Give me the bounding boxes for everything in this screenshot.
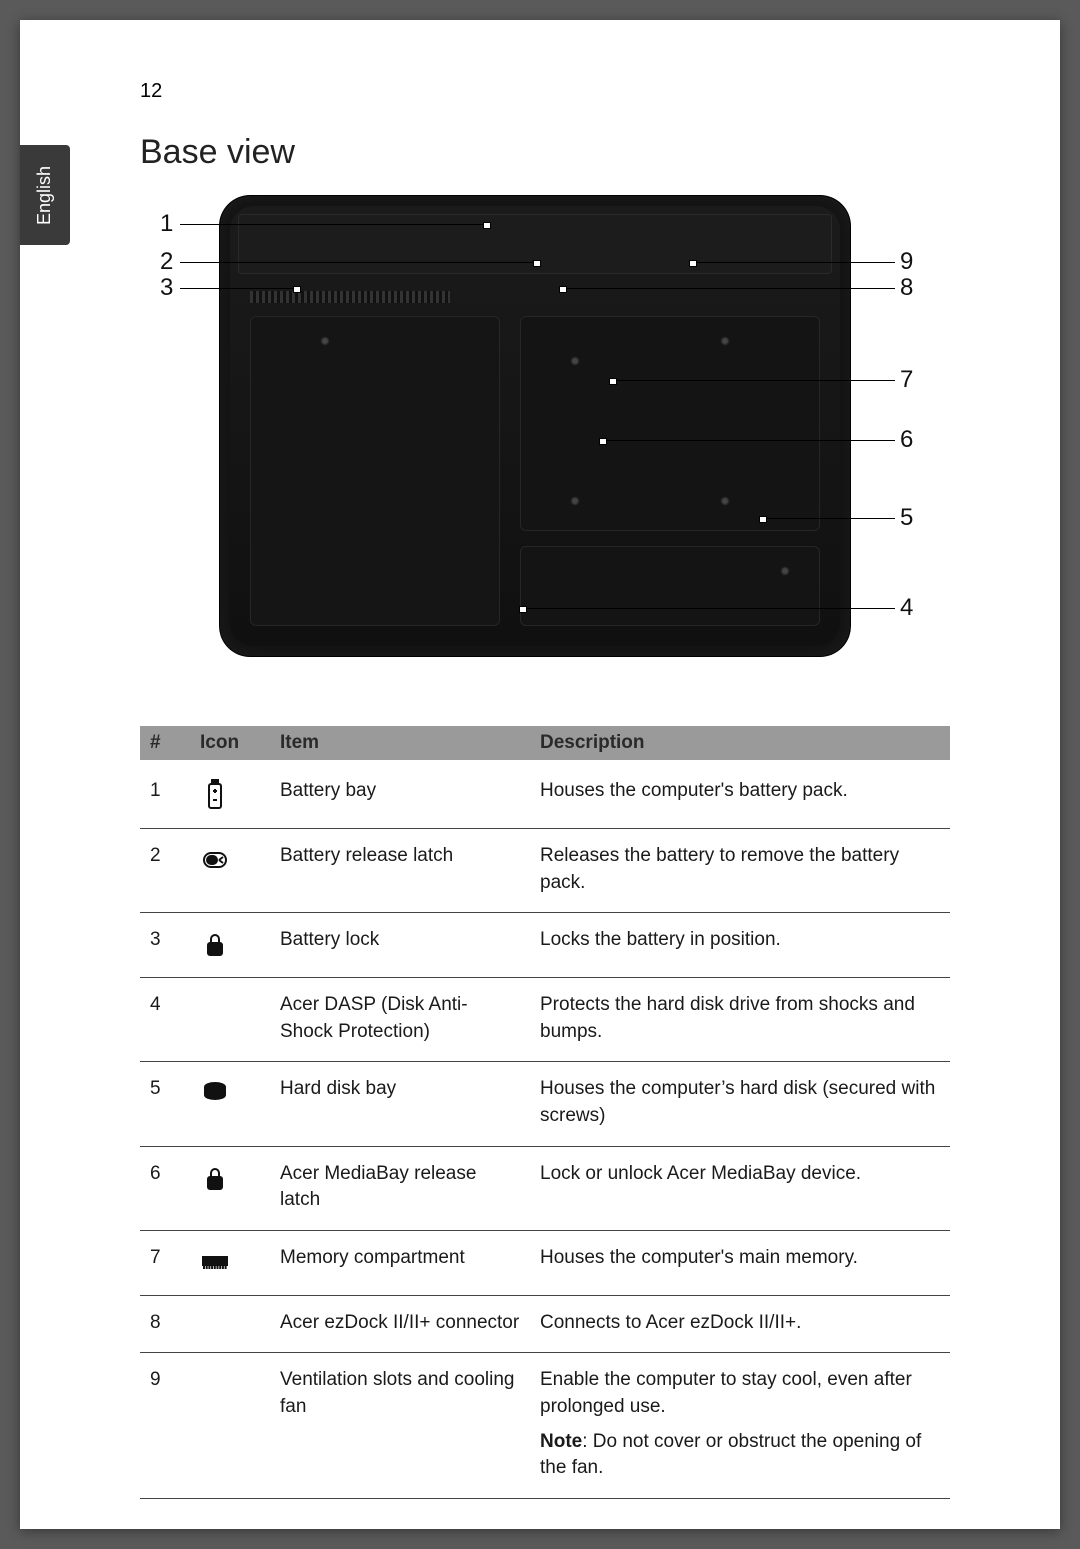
lead-4 bbox=[520, 608, 895, 609]
table-row: 8 Acer ezDock II/II+ connectorConnects to… bbox=[140, 1295, 950, 1353]
callout-6: 6 bbox=[900, 426, 913, 454]
base-view-diagram: 1 2 3 9 8 7 6 5 4 bbox=[140, 196, 950, 666]
row-description: Releases the battery to remove the batte… bbox=[530, 829, 950, 913]
table-row: 6 Acer MediaBay release latchLock or unlo… bbox=[140, 1146, 950, 1230]
row-description: Lock or unlock Acer MediaBay device. bbox=[530, 1146, 950, 1230]
col-desc: Description bbox=[530, 726, 950, 760]
latch-icon bbox=[190, 829, 270, 913]
callout-1: 1 bbox=[160, 210, 173, 238]
row-item: Memory compartment bbox=[270, 1230, 530, 1295]
row-number: 1 bbox=[140, 760, 190, 829]
callout-8: 8 bbox=[900, 274, 913, 302]
callout-7: 7 bbox=[900, 366, 913, 394]
callout-3: 3 bbox=[160, 274, 173, 302]
callout-9: 9 bbox=[900, 248, 913, 276]
table-row: 7 Memory compartmentHouses the computer's… bbox=[140, 1230, 950, 1295]
col-icon: Icon bbox=[190, 726, 270, 760]
table-row: 5 Hard disk bayHouses the computer’s hard… bbox=[140, 1062, 950, 1146]
row-number: 6 bbox=[140, 1146, 190, 1230]
callout-4: 4 bbox=[900, 594, 913, 622]
manual-page: 12 English Base view 1 2 3 9 8 7 6 5 bbox=[20, 20, 1060, 1529]
callout-5: 5 bbox=[900, 504, 913, 532]
table-row: 4 Acer DASP (Disk Anti-Shock Protection)P… bbox=[140, 978, 950, 1062]
row-item: Acer MediaBay release latch bbox=[270, 1146, 530, 1230]
row-description: Protects the hard disk drive from shocks… bbox=[530, 978, 950, 1062]
language-tab: English bbox=[20, 145, 70, 245]
lead-7 bbox=[610, 380, 895, 381]
table-row: 3 Battery lockLocks the battery in positi… bbox=[140, 913, 950, 978]
row-number: 9 bbox=[140, 1353, 190, 1498]
row-item: Battery lock bbox=[270, 913, 530, 978]
row-number: 3 bbox=[140, 913, 190, 978]
callout-2: 2 bbox=[160, 248, 173, 276]
lead-3 bbox=[180, 288, 300, 289]
memory-icon bbox=[190, 1230, 270, 1295]
page-number: 12 bbox=[140, 80, 950, 103]
lead-5 bbox=[760, 518, 895, 519]
row-description: Houses the computer’s hard disk (secured… bbox=[530, 1062, 950, 1146]
row-description: Houses the computer's battery pack. bbox=[530, 760, 950, 829]
spec-table: # Icon Item Description 1Battery bayHous… bbox=[140, 726, 950, 1499]
lead-9 bbox=[690, 262, 895, 263]
lead-8 bbox=[560, 288, 895, 289]
table-row: 9 Ventilation slots and cooling fanEnable… bbox=[140, 1353, 950, 1498]
lock-icon bbox=[190, 1146, 270, 1230]
table-row: 1 Battery bayHouses the computer's batter… bbox=[140, 760, 950, 829]
row-description: Enable the computer to stay cool, even a… bbox=[530, 1353, 950, 1498]
row-description: Locks the battery in position. bbox=[530, 913, 950, 978]
row-number: 4 bbox=[140, 978, 190, 1062]
row-item: Acer DASP (Disk Anti-Shock Protection) bbox=[270, 978, 530, 1062]
no-icon bbox=[190, 1295, 270, 1353]
row-item: Battery bay bbox=[270, 760, 530, 829]
row-item: Hard disk bay bbox=[270, 1062, 530, 1146]
table-header-row: # Icon Item Description bbox=[140, 726, 950, 760]
row-description: Houses the computer's main memory. bbox=[530, 1230, 950, 1295]
row-item: Battery release latch bbox=[270, 829, 530, 913]
row-number: 7 bbox=[140, 1230, 190, 1295]
row-number: 2 bbox=[140, 829, 190, 913]
row-number: 5 bbox=[140, 1062, 190, 1146]
battery-icon bbox=[190, 760, 270, 829]
row-item: Acer ezDock II/II+ connector bbox=[270, 1295, 530, 1353]
lead-2 bbox=[180, 262, 540, 263]
col-item: Item bbox=[270, 726, 530, 760]
row-number: 8 bbox=[140, 1295, 190, 1353]
no-icon bbox=[190, 978, 270, 1062]
lead-6 bbox=[600, 440, 895, 441]
row-description: Connects to Acer ezDock II/II+. bbox=[530, 1295, 950, 1353]
lock-icon bbox=[190, 913, 270, 978]
section-title: Base view bbox=[140, 133, 950, 172]
col-num: # bbox=[140, 726, 190, 760]
language-label: English bbox=[35, 165, 56, 224]
no-icon bbox=[190, 1353, 270, 1498]
lead-1 bbox=[180, 224, 490, 225]
row-item: Ventilation slots and cooling fan bbox=[270, 1353, 530, 1498]
table-row: 2 Battery release latchReleases the batte… bbox=[140, 829, 950, 913]
hdd-icon bbox=[190, 1062, 270, 1146]
